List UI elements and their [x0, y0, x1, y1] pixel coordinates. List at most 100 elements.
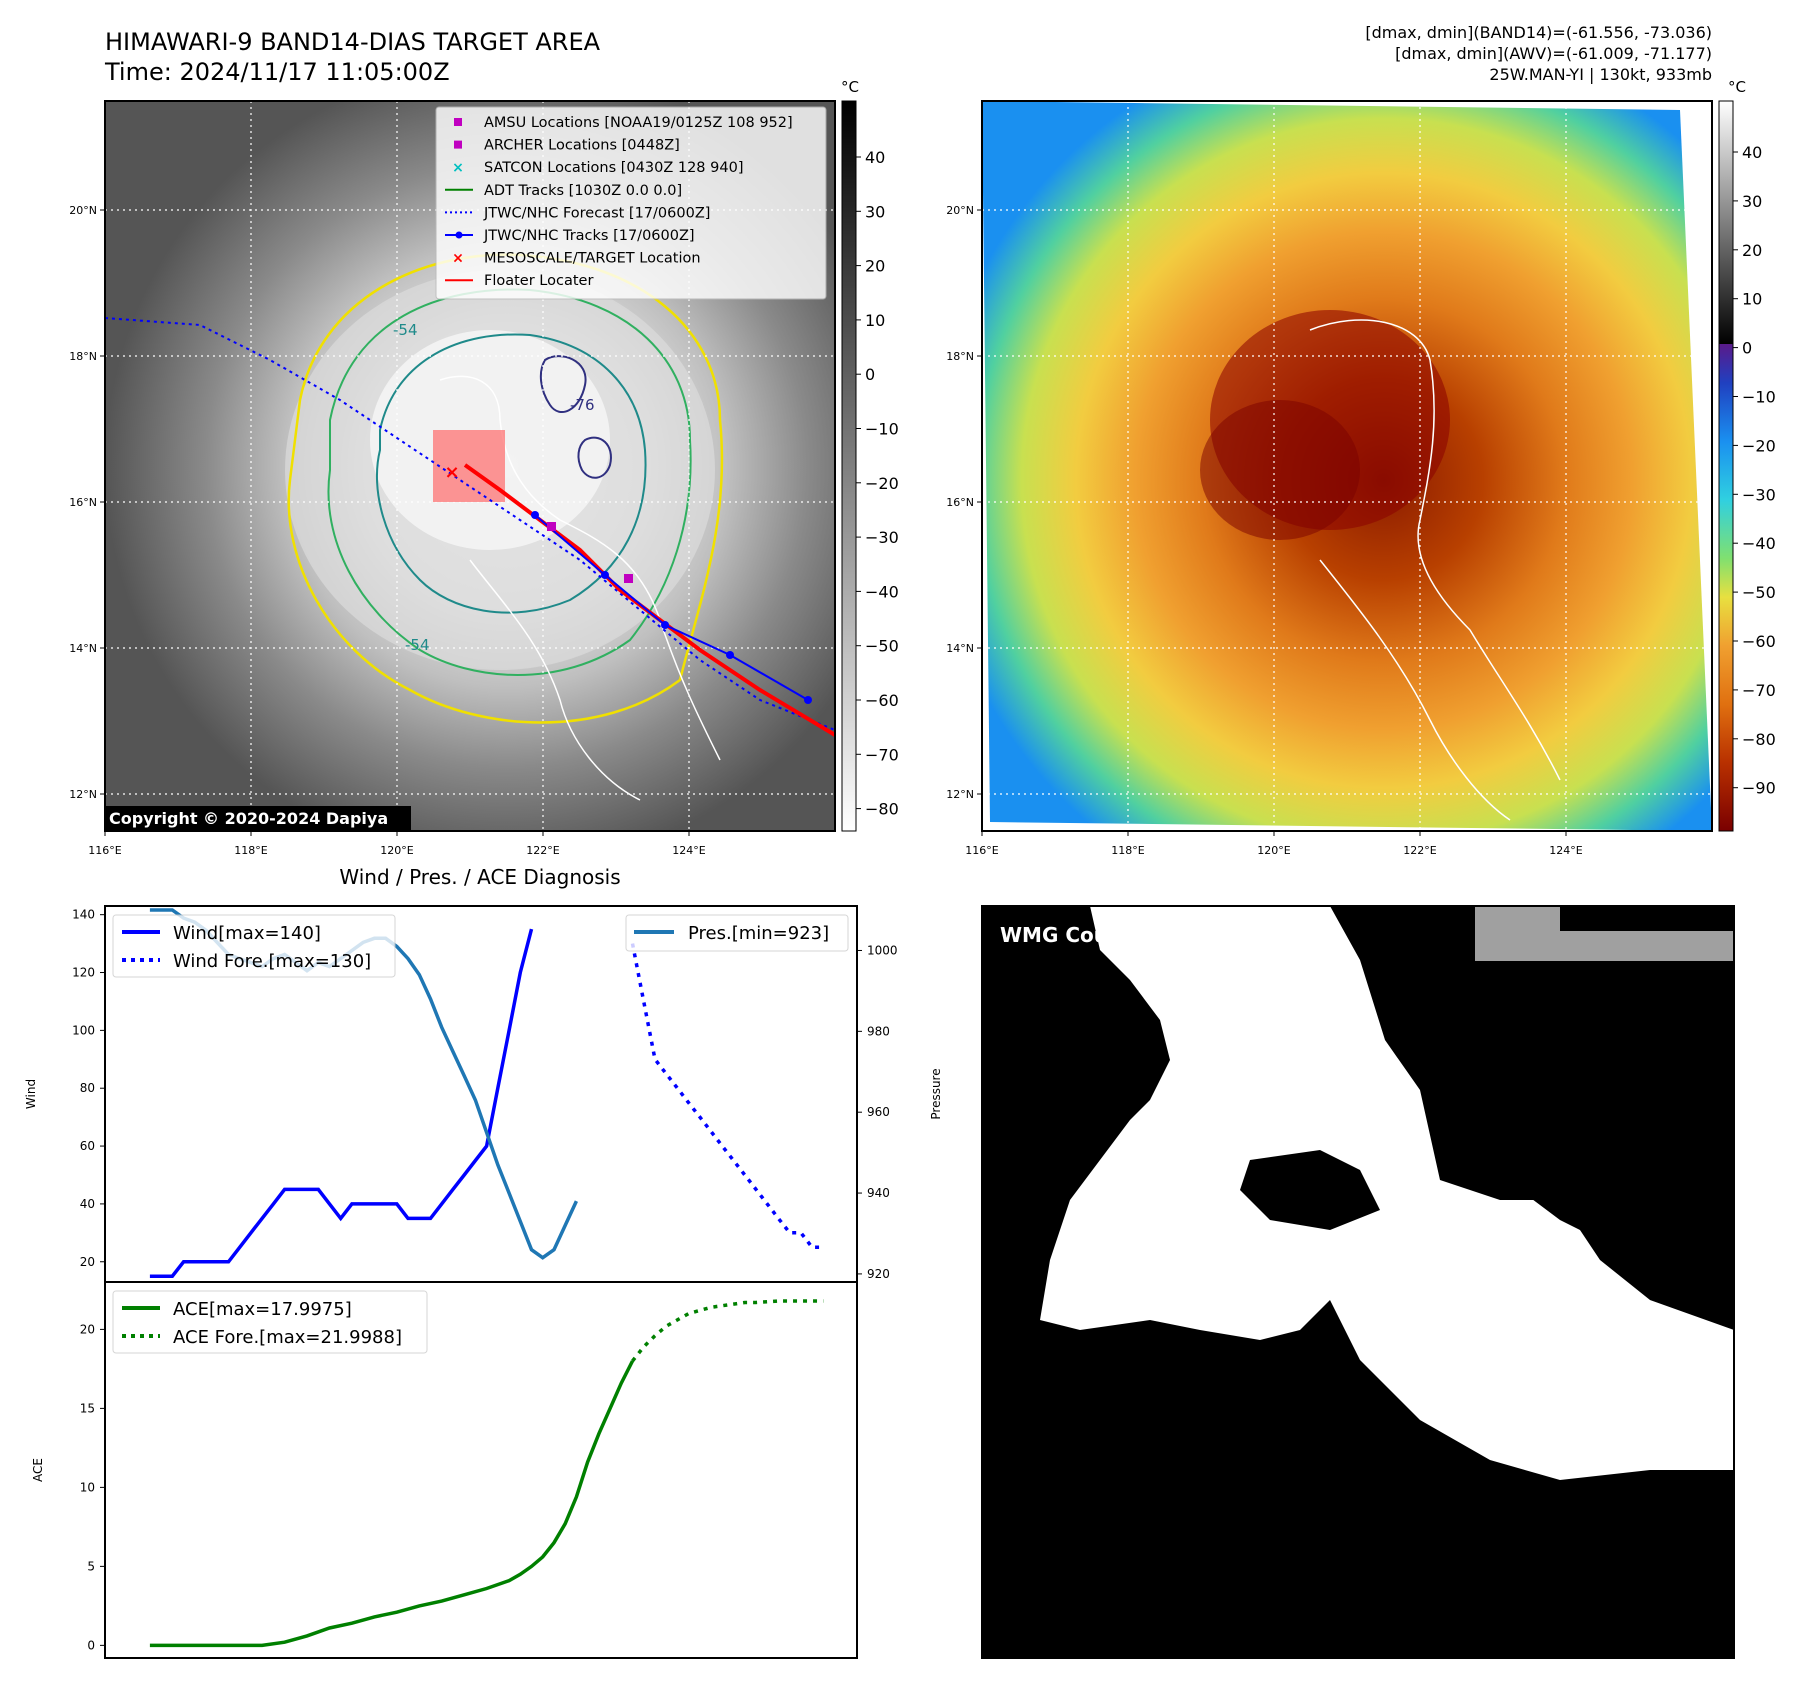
- lat-tick-label: 14°N: [69, 642, 97, 655]
- figure-time: Time: 2024/11/17 11:05:00Z: [104, 58, 450, 86]
- legend-label: JTWC/NHC Forecast [17/0600Z]: [483, 205, 710, 221]
- lon-tick-label: 122°E: [526, 844, 559, 857]
- colorbar-tick-label: −20: [865, 474, 899, 493]
- lon-tick-label: 124°E: [672, 844, 705, 857]
- colorbar-tick-label: −50: [865, 637, 899, 656]
- y-tick-label: 5: [87, 1559, 95, 1573]
- y-tick-label: 60: [80, 1139, 95, 1153]
- ace-legend-label: ACE[max=17.9975]: [173, 1299, 352, 1320]
- lat-tick-label: 12°N: [69, 788, 97, 801]
- contour-label: -54: [393, 321, 418, 339]
- pres-legend-label: Pres.[min=923]: [688, 923, 829, 944]
- legend-label: MESOSCALE/TARGET Location: [484, 251, 701, 267]
- pressure-ylabel: Pressure: [929, 1068, 943, 1119]
- y-tick-label: 20: [80, 1255, 95, 1269]
- y-tick-label: 10: [80, 1480, 95, 1494]
- map-legend: AMSU Locations [NOAA19/0125Z 108 952] ARC…: [435, 106, 827, 300]
- legend-label: SATCON Locations [0430Z 128 940]: [484, 160, 743, 176]
- ir-colorbar: °C 40 30 20 10 0 −10 −20 −30 −40 −50 −60 −70 −80: [841, 78, 899, 832]
- colorbar-tick-label: 30: [1742, 192, 1762, 211]
- legend-label: Floater Locater: [484, 273, 593, 289]
- colorbar-tick-label: 40: [865, 148, 885, 167]
- y-right-tick-label: 1000: [867, 943, 898, 957]
- legend-marker: ×: [452, 160, 464, 176]
- ace-ylabel: ACE: [31, 1458, 45, 1482]
- colorbar-tick-label: −60: [1742, 632, 1776, 651]
- legend-marker: [455, 231, 463, 239]
- colorbar-tick-label: 40: [1742, 143, 1762, 162]
- legend-label: ARCHER Locations [0448Z]: [484, 138, 680, 154]
- colorbar-tick-label: −20: [1742, 436, 1776, 455]
- mesoscale-target-marker: ×: [444, 462, 459, 483]
- lat-tick-label: 18°N: [946, 350, 974, 363]
- colorbar-tick-label: −50: [1742, 583, 1776, 602]
- colorbar-tick-label: −40: [865, 582, 899, 601]
- lon-tick-label: 116°E: [88, 844, 121, 857]
- lon-tick-label: 118°E: [1111, 844, 1144, 857]
- lat-tick-label: 20°N: [946, 204, 974, 217]
- lon-tick-label: 120°E: [1257, 844, 1290, 857]
- wind-legend-label: Wind[max=140]: [173, 923, 321, 944]
- y-tick-label: 80: [80, 1081, 95, 1095]
- colorbar-tick-label: −70: [1742, 681, 1776, 700]
- stats-awv: [dmax, dmin](AWV)=(-61.009, -71.177): [1395, 44, 1712, 63]
- lat-tick-label: 12°N: [946, 788, 974, 801]
- y-right-tick-label: 920: [867, 1267, 890, 1281]
- legend-marker: ×: [452, 251, 464, 267]
- colorbar-tick-label: 0: [1742, 339, 1752, 358]
- ir-contour-teal: [376, 333, 647, 614]
- y-tick-label: 120: [72, 966, 95, 980]
- colorbar-tick-label: 20: [1742, 241, 1762, 260]
- wmg-count: WMG Count: 0: [1000, 923, 1161, 947]
- colorbar-tick-label: 10: [1742, 290, 1762, 309]
- y-tick-label: 20: [80, 1322, 95, 1336]
- lat-tick-label: 20°N: [69, 204, 97, 217]
- figure-title: HIMAWARI-9 BAND14-DIAS TARGET AREA: [105, 28, 601, 56]
- series-line-ace: [149, 1360, 635, 1648]
- copyright: Copyright © 2020-2024 Dapiya: [109, 809, 388, 828]
- wind-ylabel: Wind: [24, 1079, 38, 1109]
- colorbar-tick-label: 30: [865, 202, 885, 221]
- colorbar-tick-label: −80: [865, 800, 899, 819]
- legend-label: JTWC/NHC Tracks [17/0600Z]: [483, 228, 695, 244]
- floater-locater-track: [463, 463, 835, 737]
- legend-label: AMSU Locations [NOAA19/0125Z 108 952]: [484, 115, 793, 131]
- series-line-wind: [149, 928, 534, 1278]
- wind-fore-legend-label: Wind Fore.[max=130]: [173, 951, 371, 972]
- y-tick-label: 100: [72, 1023, 95, 1037]
- lon-tick-label: 122°E: [1403, 844, 1436, 857]
- colorbar-tick-label: −10: [865, 420, 899, 439]
- y-tick-label: 0: [87, 1638, 95, 1652]
- contour-label: -54: [405, 636, 430, 654]
- wmg-white-region: [1040, 906, 1734, 1480]
- lat-tick-label: 16°N: [69, 496, 97, 509]
- ace-fore-legend-label: ACE Fore.[max=21.9988]: [173, 1327, 402, 1348]
- contour-label: -76: [570, 396, 595, 414]
- coastline-luzon: [439, 375, 721, 801]
- lat-tick-label: 18°N: [69, 350, 97, 363]
- y-tick-label: 15: [80, 1401, 95, 1415]
- colorbar-tick-label: −40: [1742, 534, 1776, 553]
- y-tick-label: 140: [72, 908, 95, 922]
- y-right-tick-label: 940: [867, 1186, 890, 1200]
- diagnosis-title: Wind / Pres. / ACE Diagnosis: [339, 865, 620, 889]
- wind-legend: Wind[max=140] Wind Fore.[max=130]: [112, 914, 396, 978]
- colorbar-tick-label: 0: [865, 365, 875, 384]
- lon-tick-label: 116°E: [965, 844, 998, 857]
- lat-tick-label: 16°N: [946, 496, 974, 509]
- colorbar-tick-label: −70: [865, 745, 899, 764]
- y-right-tick-label: 980: [867, 1024, 890, 1038]
- ir-contour-navy: [539, 355, 587, 414]
- legend-marker: [454, 118, 462, 126]
- wmg-panel: WMG Count: 0: [982, 906, 1734, 1658]
- stats-storm: 25W.MAN-YI | 130kt, 933mb: [1489, 65, 1712, 84]
- ir-axis-ticks: 116°E 118°E 120°E 122°E 124°E 20°N 18°N 16°N 14°…: [69, 204, 706, 857]
- colorbar-tick-label: −90: [1742, 779, 1776, 798]
- legend-marker: [454, 140, 462, 149]
- ir-colorbar-unit: °C: [841, 78, 859, 96]
- stats-band14: [dmax, dmin](BAND14)=(-61.556, -73.036): [1365, 23, 1712, 42]
- pres-legend: Pres.[min=923]: [625, 914, 849, 952]
- rainbow-colorbar: °C 40 30 20 10 0 −10 −20 −30 −40 −50 −60 −70 −80 −90: [1718, 78, 1776, 832]
- lon-tick-label: 118°E: [234, 844, 267, 857]
